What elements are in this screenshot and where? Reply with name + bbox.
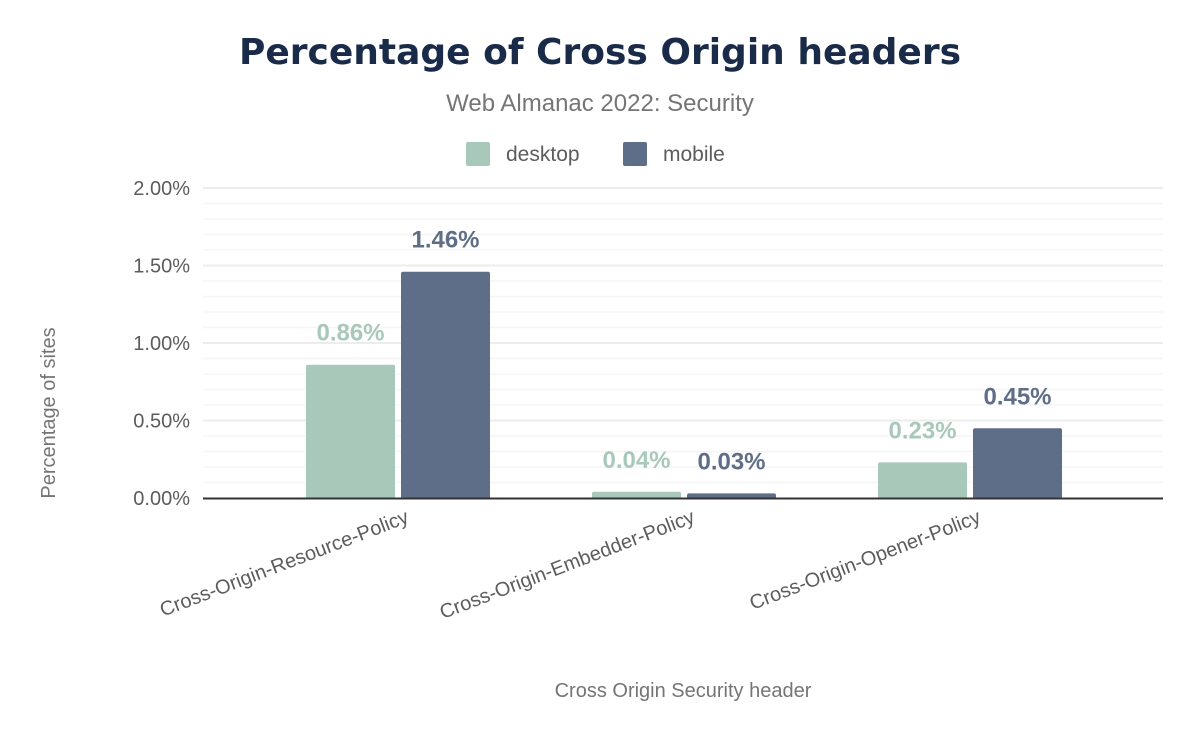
bar-desktop	[878, 462, 967, 498]
y-tick-label: 0.50%	[133, 411, 190, 433]
x-tick-label: Cross-Origin-Opener-Policy	[747, 506, 984, 615]
legend-swatch-desktop	[466, 142, 490, 166]
bar-mobile	[973, 428, 1062, 498]
legend-label-mobile: mobile	[663, 143, 725, 166]
bar-mobile	[401, 271, 490, 498]
legend: desktop mobile	[466, 142, 725, 166]
y-axis-title: Percentage of sites	[38, 327, 60, 498]
y-tick-label: 0.00%	[133, 488, 190, 510]
data-label-desktop: 0.04%	[602, 447, 670, 474]
data-label-mobile: 0.45%	[983, 383, 1051, 410]
data-label-mobile: 1.46%	[411, 227, 479, 254]
x-axis-ticks: Cross-Origin-Resource-Policy Cross-Origin…	[157, 506, 984, 624]
legend-label-desktop: desktop	[506, 143, 580, 166]
data-label-mobile: 0.03%	[697, 448, 765, 475]
data-label-desktop: 0.86%	[316, 320, 384, 347]
chart-subtitle: Web Almanac 2022: Security	[446, 90, 754, 117]
x-tick-label: Cross-Origin-Embedder-Policy	[437, 506, 698, 624]
bar-desktop	[592, 491, 681, 498]
data-label-desktop: 0.23%	[888, 417, 956, 444]
chart-title: Percentage of Cross Origin headers	[239, 32, 961, 73]
y-axis-ticks: 0.00% 0.50% 1.00% 1.50% 2.00%	[133, 178, 190, 510]
y-tick-label: 2.00%	[133, 178, 190, 200]
x-axis-title: Cross Origin Security header	[555, 680, 812, 702]
y-tick-label: 1.50%	[133, 256, 190, 278]
y-tick-label: 1.00%	[133, 333, 190, 355]
legend-swatch-mobile	[623, 142, 647, 166]
bar-mobile	[687, 493, 776, 498]
x-tick-label: Cross-Origin-Resource-Policy	[157, 506, 412, 621]
bars: 0.86% 1.46% 0.04% 0.03% 0.23% 0.45%	[306, 227, 1062, 498]
bar-desktop	[306, 364, 395, 498]
